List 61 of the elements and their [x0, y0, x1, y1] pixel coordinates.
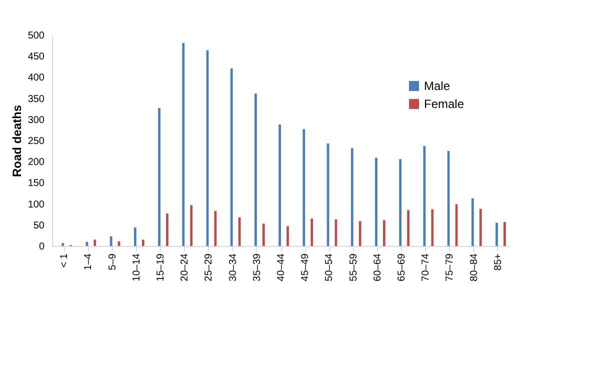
- bar: [350, 148, 354, 246]
- legend-label: Female: [424, 97, 464, 111]
- y-tick-label: 400: [28, 72, 45, 84]
- legend-label: Male: [424, 79, 450, 93]
- x-tick-label: 75–79: [444, 253, 456, 282]
- bar: [110, 236, 112, 246]
- x-tick-label: 40–44: [276, 253, 287, 282]
- y-tick-label: 450: [28, 52, 45, 63]
- bar: [375, 158, 378, 246]
- bar: [94, 240, 96, 246]
- x-tick-label: 85+: [492, 253, 504, 270]
- y-tick-label: 0: [38, 242, 45, 252]
- x-tick-label: 10–14: [131, 253, 142, 282]
- x-tick-label: 50–54: [324, 253, 336, 282]
- bar: [230, 68, 233, 246]
- bar: [286, 226, 289, 246]
- bar: [431, 209, 434, 246]
- x-tick-label: 25–29: [204, 253, 215, 282]
- bar: [407, 210, 410, 246]
- bar: [479, 208, 482, 246]
- x-tick-label: 55–59: [348, 253, 360, 282]
- bar: [358, 221, 362, 246]
- y-tick-label: 300: [28, 114, 45, 126]
- bar: [262, 224, 265, 246]
- bar: [496, 222, 498, 246]
- y-tick-label: 200: [28, 157, 45, 168]
- y-tick-label: 350: [28, 94, 45, 105]
- bar: [158, 108, 160, 246]
- bar: [302, 129, 306, 246]
- x-tick-label: 80–84: [468, 253, 480, 282]
- x-tick-label: 70–74: [420, 253, 432, 282]
- y-tick-label: 150: [28, 178, 45, 190]
- x-tick-label: 60–64: [372, 253, 384, 282]
- y-tick-label: 100: [28, 199, 45, 210]
- x-tick-label: 45–49: [300, 253, 312, 282]
- x-tick-label: < 1: [59, 253, 70, 268]
- y-tick-label: 250: [28, 136, 45, 147]
- bar: [254, 94, 257, 246]
- x-tick-label: 5–9: [107, 253, 118, 270]
- bar: [471, 198, 474, 246]
- bar: [166, 214, 168, 246]
- bar: [382, 220, 386, 246]
- bar: [278, 124, 281, 246]
- bar: [142, 240, 144, 246]
- bar: [504, 222, 506, 246]
- y-tick-label: 50: [33, 220, 45, 232]
- x-tick-label: 1–4: [83, 253, 94, 270]
- y-tick-label: 500: [28, 30, 45, 42]
- y-axis-title: Road deaths: [10, 104, 24, 178]
- bar: [399, 159, 402, 246]
- x-tick-label: 20–24: [180, 253, 191, 282]
- x-tick-label: 30–34: [228, 253, 239, 282]
- x-tick-label: 15–19: [155, 253, 166, 282]
- bar: [423, 146, 426, 246]
- bar: [134, 227, 136, 246]
- bar: [190, 205, 193, 246]
- bar: [62, 243, 64, 246]
- x-tick-label: 35–39: [252, 253, 263, 282]
- bar: [310, 218, 314, 246]
- bar: [182, 43, 185, 246]
- x-tick-label: 65–69: [396, 253, 408, 282]
